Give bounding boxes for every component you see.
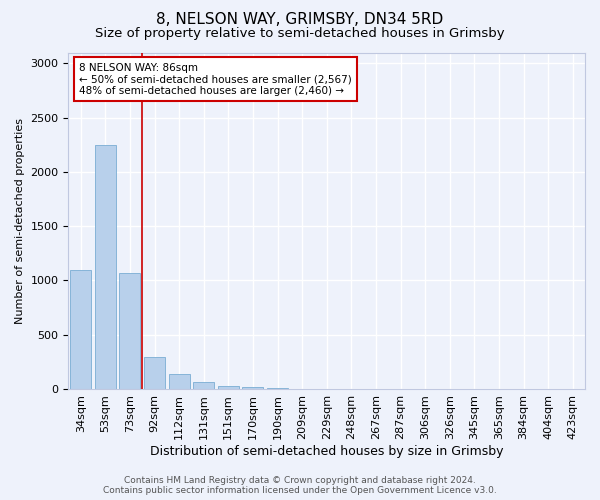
Bar xyxy=(169,374,190,389)
Bar xyxy=(193,382,214,389)
X-axis label: Distribution of semi-detached houses by size in Grimsby: Distribution of semi-detached houses by … xyxy=(150,444,503,458)
Text: Contains HM Land Registry data © Crown copyright and database right 2024.
Contai: Contains HM Land Registry data © Crown c… xyxy=(103,476,497,495)
Text: Size of property relative to semi-detached houses in Grimsby: Size of property relative to semi-detach… xyxy=(95,28,505,40)
Bar xyxy=(242,388,263,389)
Text: 8, NELSON WAY, GRIMSBY, DN34 5RD: 8, NELSON WAY, GRIMSBY, DN34 5RD xyxy=(157,12,443,28)
Bar xyxy=(218,386,239,389)
Bar xyxy=(267,388,288,389)
Bar xyxy=(70,270,91,389)
Text: 8 NELSON WAY: 86sqm
← 50% of semi-detached houses are smaller (2,567)
48% of sem: 8 NELSON WAY: 86sqm ← 50% of semi-detach… xyxy=(79,62,352,96)
Y-axis label: Number of semi-detached properties: Number of semi-detached properties xyxy=(15,118,25,324)
Bar xyxy=(95,145,116,389)
Bar xyxy=(119,273,140,389)
Bar xyxy=(144,357,165,389)
